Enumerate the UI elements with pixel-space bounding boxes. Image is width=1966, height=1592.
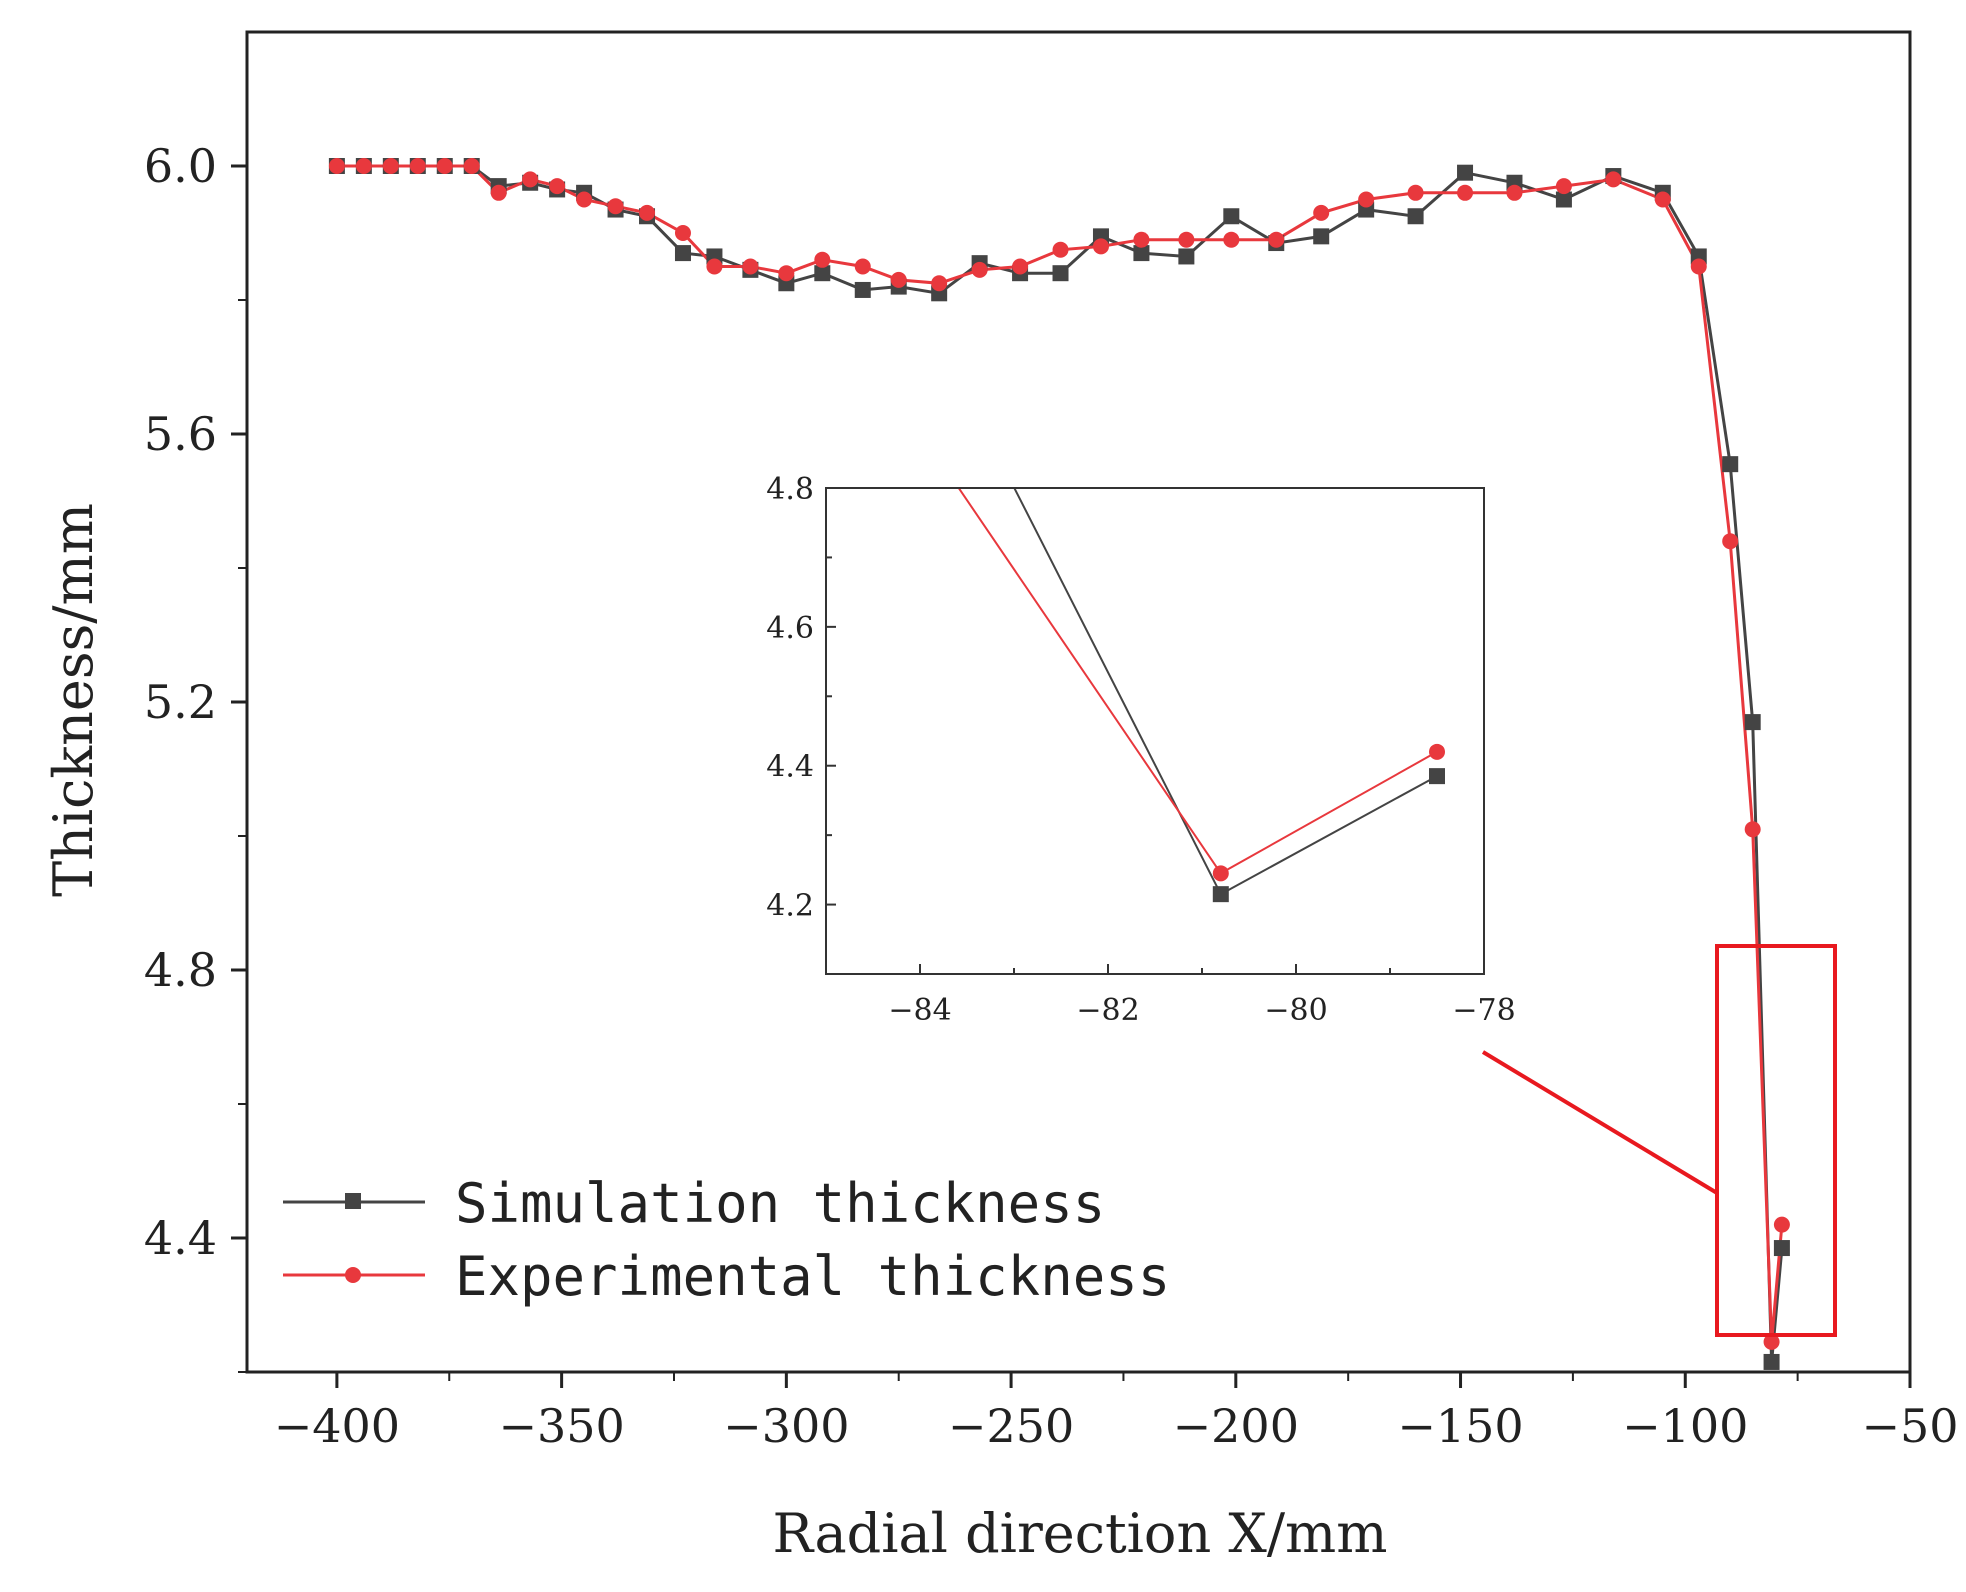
x-tick-label: −300 (723, 1399, 849, 1453)
x-tick-label: −200 (1173, 1399, 1299, 1453)
inset-x-tick-label: −80 (1264, 993, 1327, 1028)
x-tick-label: −150 (1397, 1399, 1523, 1453)
experimental-point (931, 275, 948, 292)
experimental-point (490, 184, 507, 201)
simulation-point (1722, 456, 1739, 473)
y-axis-title: Thickness/mm (42, 503, 105, 897)
legend-label-simulation: Simulation thickness (455, 1172, 1105, 1235)
main-series-layer (328, 158, 1790, 1370)
simulation-point (1052, 265, 1069, 282)
inset-y-tick-label: 4.2 (766, 889, 814, 924)
experimental-point (674, 225, 691, 241)
experimental-point (1313, 204, 1330, 221)
experimental-point (890, 271, 907, 288)
experimental-point (1092, 238, 1109, 255)
y-tick-label: 5.2 (144, 675, 217, 729)
experimental-point (549, 178, 566, 195)
inset-series-layer (957, 488, 1445, 903)
legend-marker-experimental (345, 1267, 361, 1283)
simulation-point (1407, 208, 1424, 225)
experimental-point (355, 158, 372, 174)
simulation-point (854, 281, 871, 298)
x-tick-label: −400 (274, 1399, 400, 1453)
simulation-point (1763, 1353, 1780, 1370)
simulation-point (814, 265, 831, 282)
y-tick-label: 5.6 (144, 407, 217, 461)
inset-axis-ticks: −84 −82 −80 −78 4.2 4.4 4.6 4.8 (766, 472, 1515, 1028)
experimental-point (436, 158, 453, 174)
experimental-point (742, 258, 759, 275)
inset-experimental-point (1212, 865, 1229, 882)
inset-simulation-point (1212, 886, 1229, 903)
simulation-point (1744, 714, 1761, 731)
experimental-point (1773, 1216, 1790, 1233)
experimental-point (463, 158, 480, 174)
experimental-point (1654, 191, 1671, 208)
simulation-point (1133, 245, 1150, 262)
experimental-point (1178, 231, 1195, 248)
inset-plot-background (826, 488, 1484, 974)
inset-x-tick-label: −78 (1452, 993, 1515, 1028)
zoom-highlight-box (1715, 944, 1837, 1337)
inset-plot-frame (825, 487, 1485, 975)
inset-y-tick-label: 4.6 (766, 611, 814, 646)
experimental-point (971, 261, 988, 278)
inset-y-tick-label: 4.4 (766, 750, 814, 785)
experimental-point (1012, 258, 1029, 275)
inset-y-tick-label: 4.8 (766, 472, 814, 507)
experimental-point (1690, 258, 1707, 275)
simulation-point (1773, 1240, 1790, 1257)
y-tick-label: 6.0 (144, 139, 217, 193)
y-tick-label: 4.4 (144, 1211, 217, 1265)
experimental-point (778, 265, 795, 282)
legend-marker-simulation (345, 1193, 361, 1209)
simulation-point (1457, 164, 1474, 181)
simulation-point (674, 245, 691, 262)
experimental-point (1605, 171, 1622, 188)
inset-simulation-point (1429, 768, 1445, 785)
experimental-point (1407, 184, 1424, 201)
experimental-point (1052, 241, 1069, 258)
legend: Simulation thickness Experimental thickn… (283, 1172, 1170, 1308)
simulation-point (1555, 191, 1572, 208)
experimental-point (1722, 533, 1739, 550)
experimental-point (1763, 1333, 1780, 1350)
inset-x-tick-label: −82 (1076, 993, 1139, 1028)
main-axis-ticks: −400 −350 −300 −250 −200 −150 −100 −50 4.4 4.8 5.2… (144, 139, 1959, 1453)
experimental-point (1744, 821, 1761, 838)
x-axis-title: Radial direction X/mm (773, 1502, 1388, 1565)
experimental-point (1268, 231, 1285, 248)
experimental-point (409, 158, 426, 174)
legend-label-experimental: Experimental thickness (455, 1245, 1170, 1308)
experimental-point (1555, 178, 1572, 195)
experimental-point (1223, 231, 1240, 248)
x-tick-label: −100 (1622, 1399, 1748, 1453)
experimental-point (576, 191, 593, 208)
experimental-point (1457, 184, 1474, 201)
simulation-point (1223, 208, 1240, 225)
inset-x-tick-label: −84 (888, 993, 951, 1028)
experimental-point (328, 158, 345, 174)
x-tick-label: −50 (1861, 1399, 1958, 1453)
simulation-point (1178, 248, 1195, 265)
y-tick-label: 4.8 (144, 943, 217, 997)
experimental-point (607, 198, 624, 215)
experimental-point (522, 171, 539, 188)
experimental-point (1506, 184, 1523, 201)
experimental-point (706, 258, 723, 275)
inset-experimental-point (1429, 743, 1445, 760)
x-tick-label: −250 (948, 1399, 1074, 1453)
x-tick-label: −350 (498, 1399, 624, 1453)
zoom-connector-line (1481, 1050, 1719, 1195)
experimental-point (1133, 231, 1150, 248)
experimental-point (854, 258, 871, 275)
simulation-point (1313, 228, 1330, 245)
experimental-point (1358, 191, 1375, 208)
experimental-point (382, 158, 399, 174)
experimental-point (814, 251, 831, 268)
experimental-point (639, 204, 656, 221)
